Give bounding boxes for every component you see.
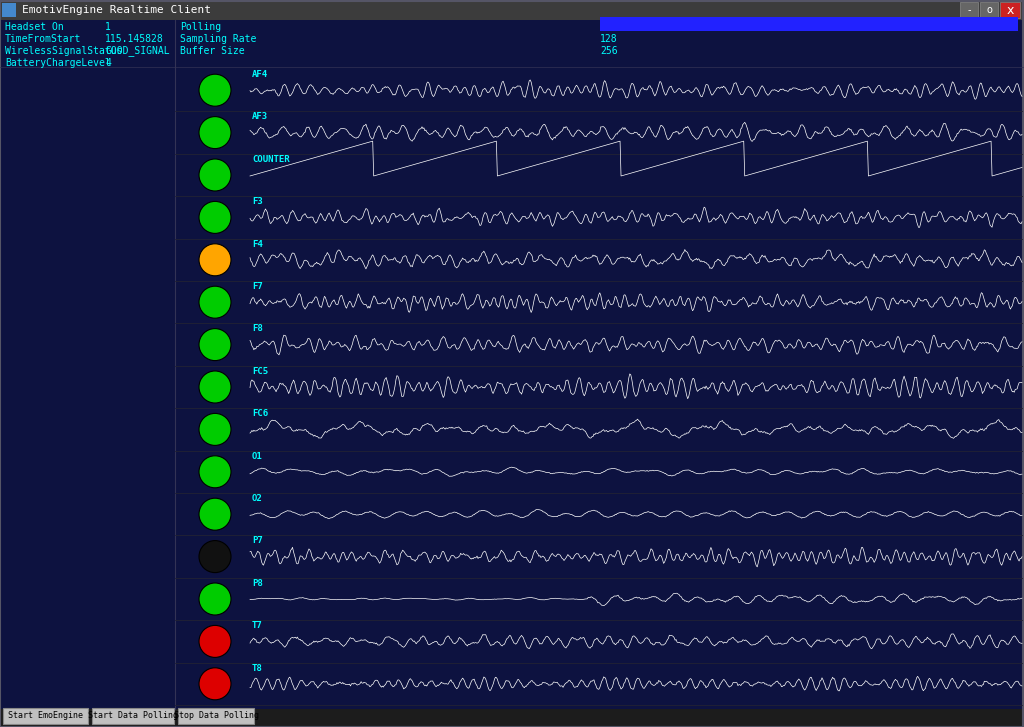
Circle shape	[199, 286, 231, 318]
Circle shape	[199, 201, 231, 233]
Circle shape	[199, 74, 231, 106]
Text: GOOD_SIGNAL: GOOD_SIGNAL	[105, 46, 170, 57]
FancyBboxPatch shape	[178, 708, 254, 724]
FancyBboxPatch shape	[1000, 2, 1020, 18]
Circle shape	[199, 371, 231, 403]
FancyBboxPatch shape	[600, 17, 1018, 31]
FancyBboxPatch shape	[0, 20, 1024, 709]
Text: Stop Data Polling: Stop Data Polling	[173, 712, 258, 720]
Text: 128: 128	[600, 34, 617, 44]
Circle shape	[199, 116, 231, 148]
Circle shape	[199, 414, 231, 446]
Text: F7: F7	[252, 282, 263, 291]
Text: FC6: FC6	[252, 409, 268, 418]
Text: O2: O2	[252, 494, 263, 503]
Text: Start EmoEngine: Start EmoEngine	[8, 712, 83, 720]
Text: Start Data Polling: Start Data Polling	[88, 712, 178, 720]
Text: Buffer Size: Buffer Size	[180, 46, 245, 56]
Text: T7: T7	[252, 621, 263, 630]
Text: P8: P8	[252, 579, 263, 588]
Text: COUNTER: COUNTER	[252, 155, 290, 164]
Circle shape	[199, 541, 231, 573]
Circle shape	[199, 244, 231, 276]
Text: Sampling Rate: Sampling Rate	[180, 34, 256, 44]
Text: F8: F8	[252, 324, 263, 334]
Text: P7: P7	[252, 537, 263, 545]
FancyBboxPatch shape	[3, 708, 88, 724]
Text: EmotivEngine Realtime Client: EmotivEngine Realtime Client	[22, 5, 211, 15]
Text: 115.145828: 115.145828	[105, 34, 164, 44]
Text: o: o	[986, 5, 992, 15]
Text: 256: 256	[600, 46, 617, 56]
Text: 4: 4	[105, 58, 111, 68]
Text: T8: T8	[252, 664, 263, 672]
Circle shape	[199, 498, 231, 530]
Text: -: -	[968, 5, 971, 15]
Text: AF3: AF3	[252, 113, 268, 121]
Text: x: x	[1007, 4, 1014, 17]
Text: Headset On: Headset On	[5, 22, 63, 32]
Circle shape	[199, 456, 231, 488]
Text: BatteryChargeLevel: BatteryChargeLevel	[5, 58, 111, 68]
Text: AF4: AF4	[252, 70, 268, 79]
Text: WirelessSignalStatus: WirelessSignalStatus	[5, 46, 123, 56]
Text: TimeFromStart: TimeFromStart	[5, 34, 81, 44]
Text: O1: O1	[252, 451, 263, 461]
FancyBboxPatch shape	[0, 0, 1024, 20]
FancyBboxPatch shape	[961, 2, 978, 18]
FancyBboxPatch shape	[2, 3, 16, 17]
FancyBboxPatch shape	[92, 708, 174, 724]
Text: 1: 1	[105, 22, 111, 32]
Text: F4: F4	[252, 240, 263, 249]
FancyBboxPatch shape	[980, 2, 998, 18]
Circle shape	[199, 159, 231, 191]
Circle shape	[199, 583, 231, 615]
Text: Polling: Polling	[180, 22, 221, 32]
Circle shape	[199, 625, 231, 657]
Circle shape	[199, 668, 231, 700]
Text: FC5: FC5	[252, 367, 268, 376]
Text: F3: F3	[252, 197, 263, 206]
Circle shape	[199, 329, 231, 361]
